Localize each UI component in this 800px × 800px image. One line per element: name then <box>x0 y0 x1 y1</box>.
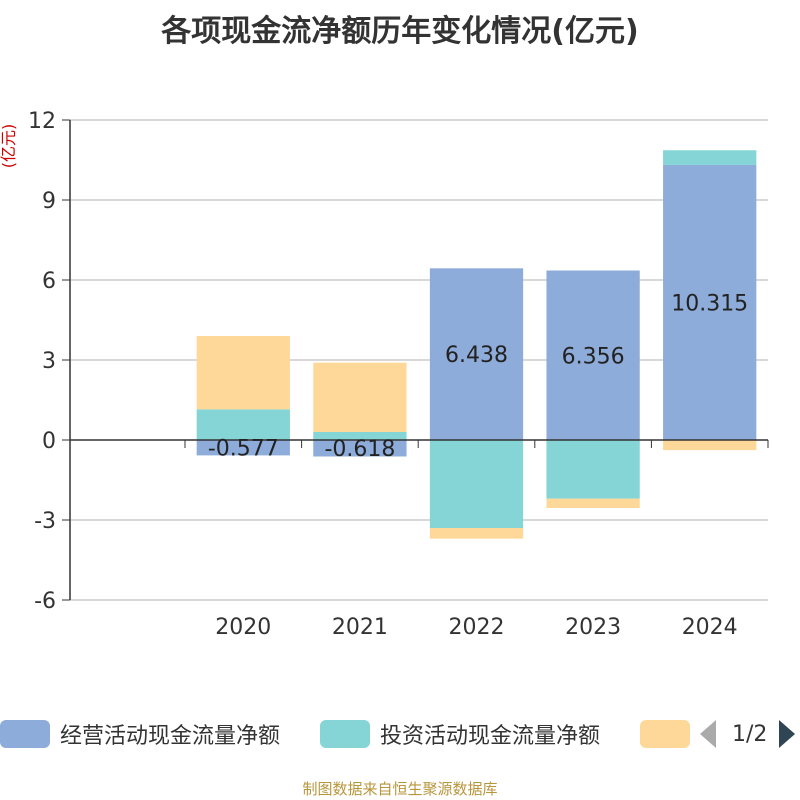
bar-2020-series-2 <box>196 336 290 410</box>
legend-item-financing[interactable] <box>640 716 690 752</box>
grid-lines <box>70 119 768 601</box>
y-axis-unit-label: (亿元) <box>0 124 18 169</box>
data-label-2022: 6.438 <box>445 343 508 368</box>
legend-label-investing: 投资活动现金流量净额 <box>380 724 601 749</box>
legend-swatch-operating <box>0 720 50 748</box>
data-label-2024: 10.315 <box>671 291 748 316</box>
legend-page-indicator: 1/2 <box>732 721 768 747</box>
bar-2023-series-2 <box>546 498 640 508</box>
bar-2021-series-0 <box>313 440 407 457</box>
x-tick-label-2021: 2021 <box>332 615 388 640</box>
bar-2024-series-1 <box>663 150 757 165</box>
bar-2022-series-1 <box>429 440 524 528</box>
legend-swatch-investing <box>320 720 370 748</box>
bars <box>196 150 757 539</box>
y-tick-label: 12 <box>28 109 56 134</box>
pager-next-icon[interactable] <box>779 720 796 748</box>
y-tick-label: 0 <box>42 429 56 454</box>
bar-2024-series-0 <box>663 164 757 440</box>
footer-source: 制图数据来自恒生聚源数据库 <box>302 780 498 798</box>
y-tick-label: 3 <box>42 349 56 374</box>
bar-2020-series-1 <box>196 409 290 440</box>
data-labels: -0.577 -0.618 6.438 6.356 10.315 <box>208 291 748 462</box>
data-label-2020: -0.577 <box>208 437 279 462</box>
legend: 经营活动现金流量净额 投资活动现金流量净额 1/2 <box>0 716 800 752</box>
legend-pager: 1/2 <box>700 716 796 752</box>
y-tick-label: 6 <box>42 269 56 294</box>
legend-item-investing[interactable]: 投资活动现金流量净额 <box>320 716 600 752</box>
legend-swatch-financing <box>640 720 690 748</box>
x-tick-label-2023: 2023 <box>565 615 621 640</box>
bar-2023-series-1 <box>546 440 640 499</box>
x-tick-label-2022: 2022 <box>449 615 505 640</box>
y-tick-label: -3 <box>34 509 56 534</box>
bar-2023-series-0 <box>546 270 640 440</box>
bar-2022-series-0 <box>429 268 524 440</box>
data-label-2021: -0.618 <box>324 437 395 462</box>
bar-2021-series-1 <box>313 432 407 440</box>
bar-2024-series-2 <box>663 440 757 451</box>
y-tick-label: 9 <box>42 189 56 214</box>
chart-title: 各项现金流净额历年变化情况(亿元) <box>161 14 639 49</box>
legend-label-operating: 经营活动现金流量净额 <box>60 724 281 749</box>
bar-2021-series-2 <box>313 362 407 432</box>
axes: -6 -3 0 3 6 9 12 2020 2021 2022 2023 2024 <box>28 109 769 640</box>
x-tick-label-2020: 2020 <box>215 615 271 640</box>
x-tick-label-2024: 2024 <box>682 615 738 640</box>
y-tick-label: -6 <box>34 589 56 614</box>
legend-item-operating[interactable]: 经营活动现金流量净额 <box>0 716 280 752</box>
pager-prev-icon[interactable] <box>700 720 716 748</box>
data-label-2023: 6.356 <box>562 344 625 369</box>
bar-2020-series-0 <box>196 440 290 456</box>
bar-2022-series-2 <box>429 528 524 539</box>
